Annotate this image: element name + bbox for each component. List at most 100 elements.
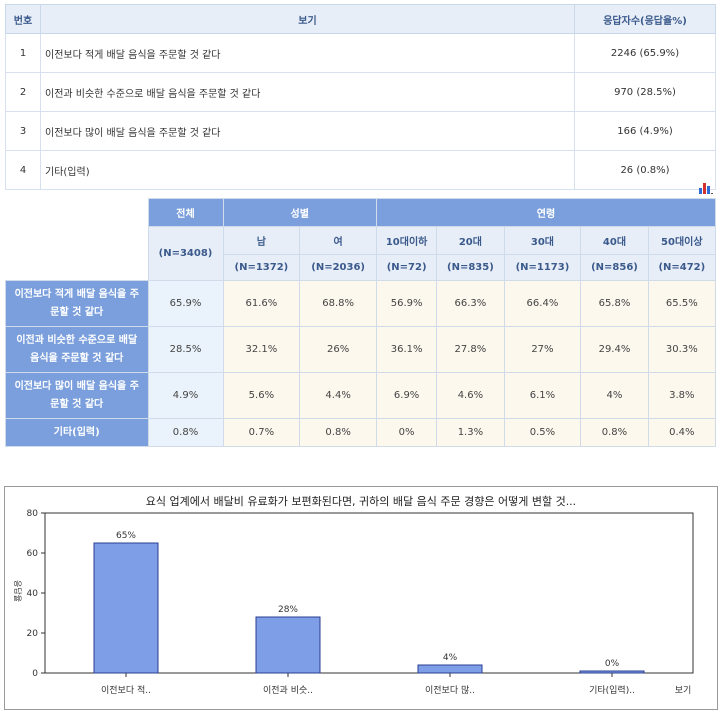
crosstab-row: 이전과 비슷한 수준으로 배달 음식을 주문할 것 같다 28.5% 32.1%… — [5, 326, 717, 373]
col-n: (N=72) — [375, 254, 438, 281]
value-cell: 32.1% — [222, 326, 301, 373]
x-tick-label: 이전보다 적.. — [101, 684, 151, 696]
value-cell: 66.4% — [503, 280, 582, 327]
row-option: 이전보다 적게 배달 음식을 주문할 것 같다 — [40, 33, 575, 73]
y-tick-label: 80 — [27, 509, 39, 519]
table-row: 1 이전보다 적게 배달 음식을 주문할 것 같다 2246 (65.9%) — [5, 33, 716, 73]
crosstab-table: 전체 성별 연령 (N=3408) 남 여 10대이하 20대 30대 40대 … — [5, 198, 717, 447]
value-cell: 6.1% — [503, 372, 582, 419]
total-n: (N=3408) — [147, 226, 224, 281]
row-option: 이전과 비슷한 수준으로 배달 음식을 주문할 것 같다 — [40, 72, 575, 112]
crosstab-row: 기타(입력) 0.8% 0.7% 0.8% 0% 1.3% 0.5% 0.8% … — [5, 418, 717, 447]
value-cell: 65.8% — [580, 280, 649, 327]
value-cell: 3.8% — [647, 372, 717, 419]
value-cell: 56.9% — [375, 280, 438, 327]
y-tick-label: 20 — [27, 629, 39, 639]
bar-chart-icon[interactable] — [699, 182, 713, 194]
col-header-count: 응답자수(응답율%) — [574, 4, 716, 34]
value-cell: 26% — [299, 326, 377, 373]
row-count: 970 (28.5%) — [574, 72, 716, 112]
table-row: 4 기타(입력) 26 (0.8%) — [5, 150, 716, 190]
bar — [579, 670, 645, 674]
row-option: 이전보다 많이 배달 음식을 주문할 것 같다 — [40, 111, 575, 151]
response-table: 번호 보기 응답자수(응답율%) 1 이전보다 적게 배달 음식을 주문할 것 … — [5, 4, 716, 190]
y-tick-label: 0 — [32, 669, 38, 679]
value-cell: 0.8% — [580, 418, 649, 447]
row-number: 3 — [5, 111, 41, 151]
chart-svg: 요식 업계에서 배달비 유료화가 보편화된다면, 귀하의 배달 음식 주문 경향… — [13, 494, 694, 696]
y-axis-label: 응답율 — [13, 580, 23, 602]
row-count: 2246 (65.9%) — [574, 33, 716, 73]
value-cell: 29.4% — [580, 326, 649, 373]
bar — [255, 616, 321, 674]
bar-value-label: 28% — [278, 605, 298, 615]
table-header-row: 번호 보기 응답자수(응답율%) — [5, 4, 716, 34]
x-axis-label: 보기 — [675, 685, 692, 696]
chart-title: 요식 업계에서 배달비 유료화가 보편화된다면, 귀하의 배달 음식 주문 경향… — [146, 494, 576, 508]
bar-value-label: 65% — [116, 531, 136, 541]
col-n: (N=1372) — [222, 254, 301, 281]
age-header: 연령 — [376, 198, 716, 227]
bar — [93, 542, 159, 674]
bar — [417, 664, 483, 674]
col-header-option: 보기 — [40, 4, 575, 34]
y-tick-label: 60 — [27, 549, 39, 559]
col-n: (N=472) — [647, 254, 717, 281]
value-cell: 65.5% — [647, 280, 717, 327]
value-cell: 36.1% — [375, 326, 438, 373]
col-label: 10대이하 — [375, 226, 438, 255]
value-cell: 0% — [375, 418, 438, 447]
col-label: 40대 — [580, 226, 649, 255]
value-cell: 68.8% — [299, 280, 377, 327]
row-count: 166 (4.9%) — [574, 111, 716, 151]
col-n: (N=1173) — [503, 254, 582, 281]
total-header: 전체 — [147, 198, 224, 227]
col-n: (N=856) — [580, 254, 649, 281]
value-cell: 0.4% — [647, 418, 717, 447]
row-number: 4 — [5, 150, 41, 190]
value-cell: 4.4% — [299, 372, 377, 419]
col-n: (N=2036) — [299, 254, 377, 281]
value-cell: 27.8% — [436, 326, 505, 373]
y-tick-label: 40 — [27, 589, 39, 599]
crosstab-subheader-row: (N=3408) 남 여 10대이하 20대 30대 40대 50대이상 — [6, 226, 717, 281]
gender-header: 성별 — [222, 198, 377, 227]
x-tick-label: 이전과 비슷.. — [263, 685, 313, 696]
table-row: 2 이전과 비슷한 수준으로 배달 음식을 주문할 것 같다 970 (28.5… — [5, 72, 716, 112]
value-cell: 0.5% — [503, 418, 582, 447]
x-tick-label: 이전보다 많.. — [425, 685, 475, 696]
table-row: 3 이전보다 많이 배달 음식을 주문할 것 같다 166 (4.9%) — [5, 111, 716, 151]
crosstab-n-row: (N=1372) (N=2036) (N=72) (N=835) (N=1173… — [6, 254, 717, 281]
col-header-number: 번호 — [5, 4, 41, 34]
row-number: 2 — [5, 72, 41, 112]
value-cell: 5.6% — [222, 372, 301, 419]
value-cell: 6.9% — [375, 372, 438, 419]
bar-value-label: 0% — [605, 659, 620, 669]
value-cell: 1.3% — [436, 418, 505, 447]
col-label: 남 — [222, 226, 301, 255]
row-label: 이전보다 많이 배달 음식을 주문할 것 같다 — [5, 372, 149, 419]
row-option: 기타(입력) — [40, 150, 575, 190]
value-cell: 30.3% — [647, 326, 717, 373]
row-count: 26 (0.8%) — [574, 150, 716, 190]
value-cell: 0.7% — [222, 418, 301, 447]
value-cell: 66.3% — [436, 280, 505, 327]
crosstab-row: 이전보다 적게 배달 음식을 주문할 것 같다 65.9% 61.6% 68.8… — [5, 280, 717, 327]
col-label: 30대 — [503, 226, 582, 255]
col-n: (N=835) — [436, 254, 505, 281]
value-cell: 27% — [503, 326, 582, 373]
bar-value-label: 4% — [443, 653, 458, 663]
crosstab-row: 이전보다 많이 배달 음식을 주문할 것 같다 4.9% 5.6% 4.4% 6… — [5, 372, 717, 419]
value-cell: 61.6% — [222, 280, 301, 327]
total-cell: 0.8% — [147, 418, 224, 447]
row-label: 이전보다 적게 배달 음식을 주문할 것 같다 — [5, 280, 149, 327]
value-cell: 4.6% — [436, 372, 505, 419]
total-cell: 65.9% — [147, 280, 224, 327]
total-cell: 28.5% — [147, 326, 224, 373]
x-tick-label: 기타(입력).. — [589, 684, 635, 696]
total-cell: 4.9% — [147, 372, 224, 419]
col-label: 20대 — [436, 226, 505, 255]
col-label: 50대이상 — [647, 226, 717, 255]
bar-chart: 요식 업계에서 배달비 유료화가 보편화된다면, 귀하의 배달 음식 주문 경향… — [4, 486, 718, 710]
value-cell: 4% — [580, 372, 649, 419]
